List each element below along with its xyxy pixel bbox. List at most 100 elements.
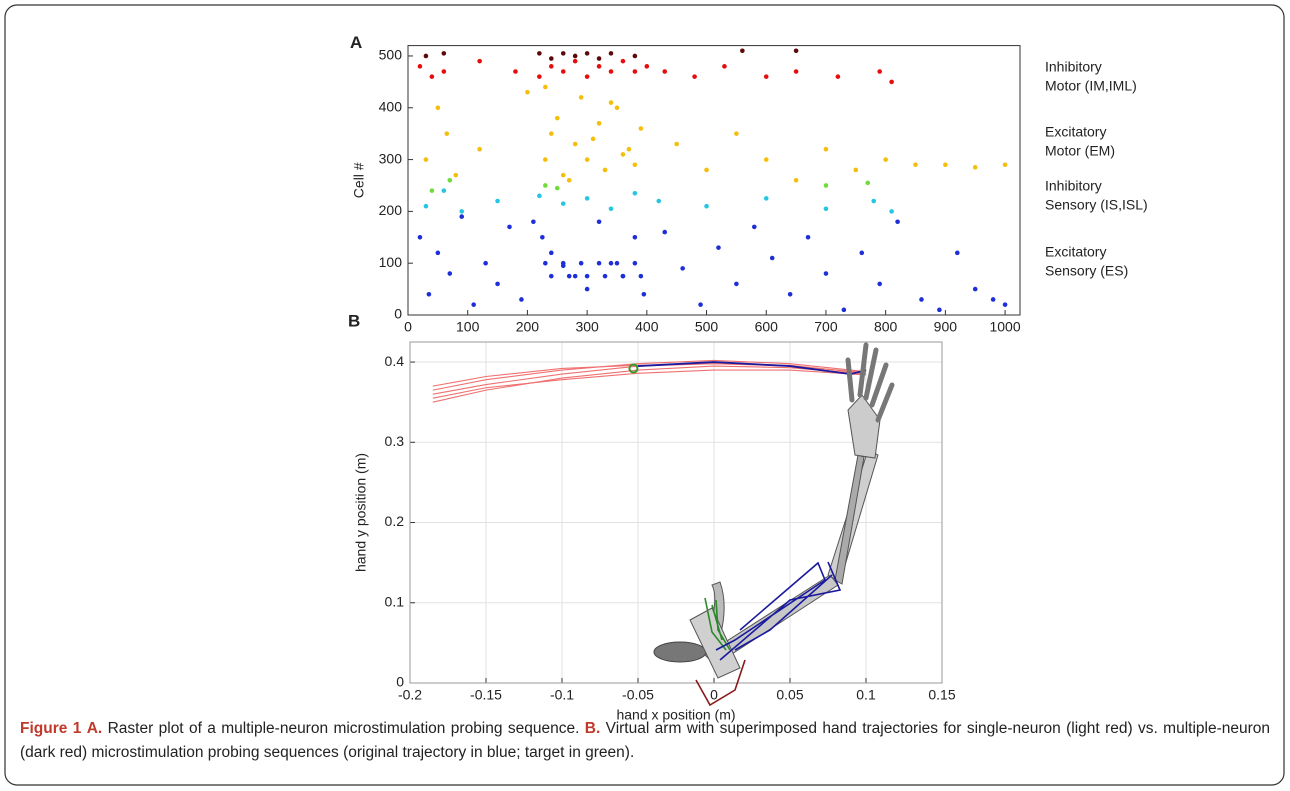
caption: Figure 1 A. Raster plot of a multiple-ne… [20, 717, 1270, 765]
x-tick-label: 1000 [989, 319, 1020, 335]
spike [584, 273, 590, 279]
spike [608, 51, 614, 56]
spike [578, 95, 584, 100]
spike [889, 79, 894, 85]
spike [871, 198, 877, 204]
series-label: Motor (IM,IML) [1045, 78, 1137, 94]
spike [548, 56, 554, 61]
spike [548, 131, 554, 136]
spike [722, 64, 727, 69]
spike [578, 260, 584, 266]
y-tick-label: 0.1 [385, 593, 405, 609]
spike [596, 121, 602, 126]
spike [423, 53, 429, 59]
spike [483, 260, 488, 266]
spike [543, 157, 548, 162]
spike [680, 266, 685, 271]
panel-title: A [350, 33, 362, 52]
spike [638, 273, 644, 279]
spike [641, 291, 647, 297]
spike [584, 196, 590, 201]
spike [444, 131, 450, 136]
x-tick-label: 400 [635, 319, 659, 335]
x-tick-label: 700 [814, 319, 838, 335]
x-tick-label: 0.05 [776, 687, 803, 703]
spike [734, 281, 739, 287]
x-tick-label: -0.05 [622, 687, 654, 703]
spike [704, 203, 709, 209]
y-tick-label: 200 [379, 202, 403, 218]
spike [763, 74, 769, 79]
spike [626, 146, 632, 152]
spike [620, 58, 626, 64]
spike [889, 209, 894, 214]
spike [740, 48, 745, 54]
spike [638, 126, 644, 131]
spike [793, 69, 799, 74]
spike [548, 250, 554, 256]
spike [453, 172, 459, 178]
spike [716, 245, 721, 250]
spike [513, 69, 518, 74]
spike [477, 58, 482, 64]
spike [859, 250, 865, 256]
y-tick-label: 0.3 [385, 433, 405, 449]
spike [644, 64, 650, 69]
x-tick-label: 800 [874, 319, 898, 335]
spike [537, 193, 542, 199]
spike [632, 190, 638, 196]
spike [734, 131, 739, 136]
spike [590, 136, 596, 142]
spike [495, 198, 500, 204]
spike [990, 297, 996, 302]
spike [554, 115, 560, 121]
spike [459, 214, 465, 219]
x-tick-label: 600 [755, 319, 779, 335]
x-tick-label: 500 [695, 319, 719, 335]
spike [471, 302, 476, 307]
spike [805, 234, 811, 240]
x-tick-label: -0.1 [550, 687, 574, 703]
x-tick-label: 0.15 [928, 687, 955, 703]
spike [919, 297, 924, 302]
spike [572, 58, 578, 64]
spike [698, 302, 703, 307]
spike [447, 178, 453, 183]
caption-b-label: B. [584, 720, 601, 737]
y-tick-label: 0.2 [385, 513, 405, 529]
spike [793, 178, 799, 183]
spike [429, 74, 435, 79]
spike [548, 273, 554, 279]
spike [584, 286, 590, 292]
spike [566, 178, 572, 183]
panel-title: B [348, 311, 360, 330]
spike [537, 74, 542, 79]
spike [459, 209, 465, 214]
spike [608, 206, 614, 212]
spike [537, 51, 542, 56]
spike [584, 74, 590, 79]
caption-b-text: Virtual arm with superimposed hand traje… [20, 720, 1271, 761]
spike [441, 188, 447, 193]
spike [554, 185, 560, 191]
spike [632, 69, 638, 74]
spike [632, 234, 638, 240]
spike [823, 183, 829, 188]
spike [656, 198, 662, 204]
caption-figure: Figure 1 [20, 720, 82, 737]
spike [835, 74, 841, 79]
spike [543, 260, 548, 266]
spike [525, 89, 530, 95]
spike [608, 100, 614, 105]
spike [823, 206, 829, 212]
spike [441, 51, 447, 56]
spike [584, 51, 590, 56]
spike [877, 281, 882, 287]
x-tick-label: 0 [710, 687, 718, 703]
spike [560, 260, 566, 266]
x-tick-label: 200 [516, 319, 540, 335]
frame [4, 4, 1285, 786]
y-tick-label: 100 [379, 254, 403, 270]
